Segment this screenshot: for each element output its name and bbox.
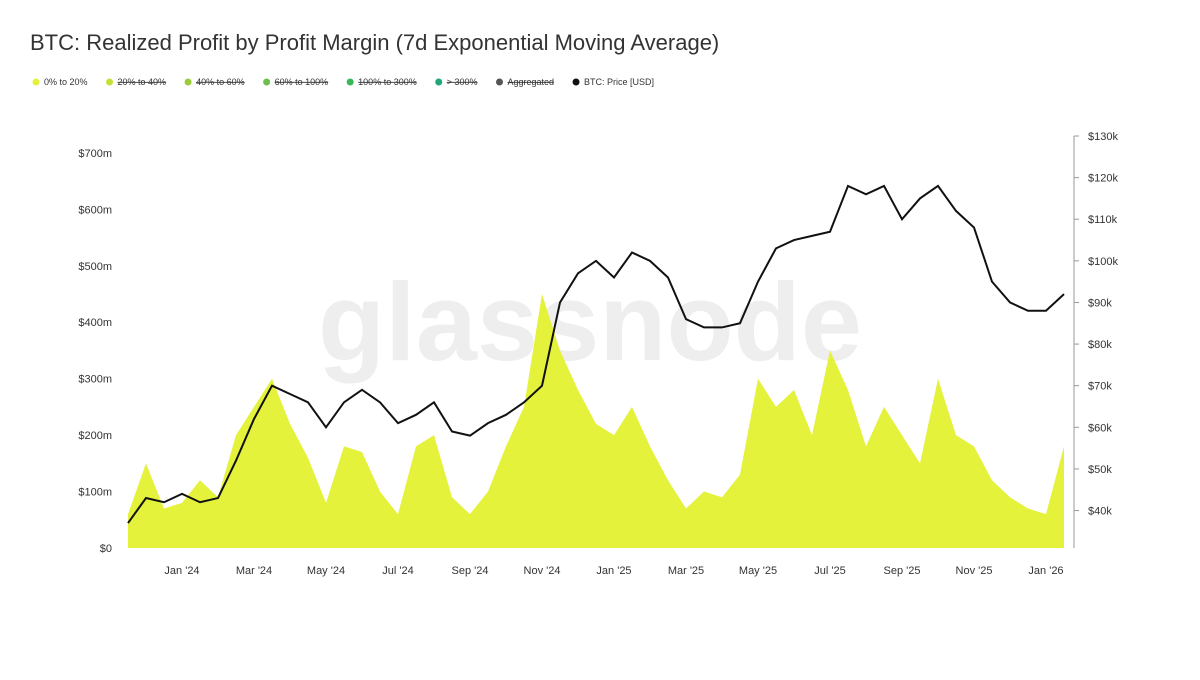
legend-swatch — [346, 78, 354, 86]
chart-title: BTC: Realized Profit by Profit Margin (7… — [30, 30, 719, 55]
legend-swatch — [572, 78, 580, 86]
x-tick-label: Jul '24 — [382, 565, 413, 577]
y-tick-label: $700m — [78, 148, 112, 160]
legend-label: 100% to 300% — [358, 77, 417, 87]
y-tick-label: $300m — [78, 374, 112, 386]
legend-swatch — [496, 78, 503, 86]
area — [128, 294, 1064, 548]
legend-swatch — [32, 78, 40, 86]
x-tick-label: Mar '24 — [236, 565, 272, 577]
y-tick-label: $500m — [78, 261, 112, 273]
x-tick-label: Mar '25 — [668, 565, 704, 577]
legend-swatch — [184, 78, 192, 86]
y2-tick-label: $50k — [1088, 464, 1112, 476]
y-tick-label: $0 — [100, 543, 112, 555]
line — [127, 184, 1065, 524]
y-tick-label: $400m — [78, 317, 112, 329]
legend-label: 0% to 20% — [44, 77, 88, 87]
legend-label: 40% to 60% — [196, 77, 245, 87]
y2-tick-label: $70k — [1088, 381, 1112, 393]
y2-tick-label: $100k — [1088, 256, 1118, 268]
x-tick-label: Sep '25 — [884, 565, 921, 577]
y2-tick-label: $90k — [1088, 297, 1112, 309]
legend-label: 20% to 40% — [118, 77, 167, 87]
y-tick-label: $600m — [78, 204, 112, 216]
x-tick-label: Sep '24 — [452, 565, 489, 577]
legend-swatch — [106, 78, 114, 86]
x-tick-label: May '25 — [739, 565, 777, 577]
y2-tick-label: $120k — [1088, 173, 1118, 185]
x-tick-label: Jan '25 — [596, 565, 631, 577]
x-tick-label: Jul '25 — [814, 565, 845, 577]
legend-label: Aggregated — [508, 77, 555, 87]
y2-tick-label: $110k — [1088, 214, 1118, 226]
y2-tick-label: $40k — [1088, 506, 1112, 518]
watermark: glassnode — [318, 261, 862, 384]
legend-swatch — [263, 78, 271, 86]
x-tick-label: Jan '26 — [1028, 565, 1063, 577]
y-tick-label: $100m — [78, 487, 112, 499]
legend-label: 60% to 100% — [275, 77, 329, 87]
x-tick-label: Jan '24 — [164, 565, 199, 577]
y-tick-label: $200m — [78, 430, 112, 442]
x-tick-label: Nov '25 — [956, 565, 993, 577]
legend-label: BTC: Price [USD] — [584, 77, 654, 87]
y2-tick-label: $80k — [1088, 339, 1112, 351]
y2-tick-label: $130k — [1088, 131, 1118, 143]
y2-tick-label: $60k — [1088, 422, 1112, 434]
x-tick-label: May '24 — [307, 565, 345, 577]
x-tick-label: Nov '24 — [524, 565, 561, 577]
legend-swatch — [435, 78, 443, 86]
legend-label: > 300% — [447, 77, 478, 87]
